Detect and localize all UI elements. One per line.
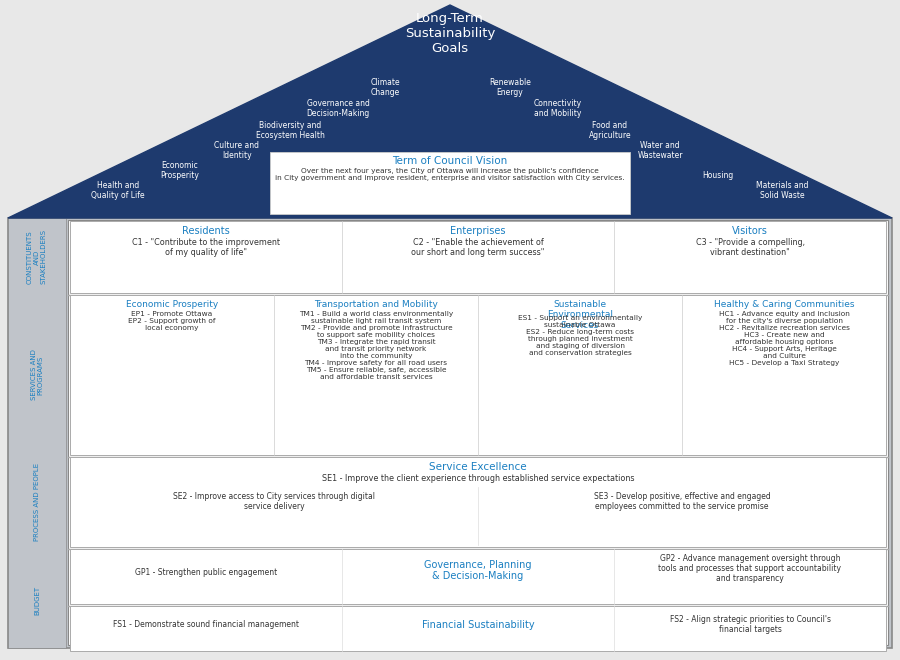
Text: Long-Term
Sustainability
Goals: Long-Term Sustainability Goals: [405, 12, 495, 55]
Text: CONSTITUENTS
AND
STAKEHOLDERS: CONSTITUENTS AND STAKEHOLDERS: [27, 230, 47, 284]
Text: Climate
Change: Climate Change: [370, 78, 400, 97]
Text: Healthy & Caring Communities: Healthy & Caring Communities: [714, 300, 854, 309]
Text: GP1 - Strengthen public engagement: GP1 - Strengthen public engagement: [135, 568, 277, 577]
Text: Culture and
Identity: Culture and Identity: [214, 141, 259, 160]
Text: Biodiversity and
Ecosystem Health: Biodiversity and Ecosystem Health: [256, 121, 324, 140]
Polygon shape: [8, 5, 892, 218]
Text: Enterprises: Enterprises: [450, 226, 506, 236]
FancyBboxPatch shape: [70, 606, 886, 651]
Text: Health and
Quality of Life: Health and Quality of Life: [91, 181, 145, 200]
FancyBboxPatch shape: [8, 218, 66, 648]
Text: Governance, Planning
& Decision-Making: Governance, Planning & Decision-Making: [424, 560, 532, 581]
Text: Housing: Housing: [702, 171, 733, 180]
Text: SERVICES AND
PROGRAMS: SERVICES AND PROGRAMS: [31, 350, 43, 401]
Text: Residents: Residents: [182, 226, 230, 236]
Text: TM1 - Build a world class environmentally
sustainable light rail transit system
: TM1 - Build a world class environmentall…: [299, 311, 453, 380]
Text: Term of Council Vision: Term of Council Vision: [392, 156, 508, 166]
FancyBboxPatch shape: [70, 221, 886, 293]
Text: GP2 - Advance management oversight through
tools and processes that support acco: GP2 - Advance management oversight throu…: [659, 554, 842, 583]
Text: Water and
Wastewater: Water and Wastewater: [637, 141, 683, 160]
Text: C1 - "Contribute to the improvement
of my quality of life": C1 - "Contribute to the improvement of m…: [132, 238, 280, 257]
Text: Economic
Prosperity: Economic Prosperity: [160, 160, 200, 180]
Text: Governance and
Decision-Making: Governance and Decision-Making: [306, 98, 370, 118]
Text: C3 - "Provide a compelling,
vibrant destination": C3 - "Provide a compelling, vibrant dest…: [696, 238, 805, 257]
Text: SE1 - Improve the client experience through established service expectations: SE1 - Improve the client experience thro…: [322, 474, 634, 483]
Text: Visitors: Visitors: [732, 226, 768, 236]
Text: Economic Prosperity: Economic Prosperity: [126, 300, 218, 309]
Text: FS2 - Align strategic priorities to Council's
financial targets: FS2 - Align strategic priorities to Coun…: [670, 615, 831, 634]
Text: BUDGET: BUDGET: [34, 585, 40, 614]
Text: Connectivity
and Mobility: Connectivity and Mobility: [534, 98, 582, 118]
FancyBboxPatch shape: [8, 218, 892, 648]
Text: Sustainable
Environmental
Services: Sustainable Environmental Services: [547, 300, 613, 330]
Text: PROCESS AND PEOPLE: PROCESS AND PEOPLE: [34, 463, 40, 541]
Text: Renewable
Energy: Renewable Energy: [489, 78, 531, 97]
Text: EP1 - Promote Ottawa
EP2 - Support growth of
local economy: EP1 - Promote Ottawa EP2 - Support growt…: [128, 311, 216, 331]
Text: Transportation and Mobility: Transportation and Mobility: [314, 300, 438, 309]
FancyBboxPatch shape: [270, 152, 630, 214]
Text: HC1 - Advance equity and inclusion
for the city's diverse population
HC2 - Revit: HC1 - Advance equity and inclusion for t…: [718, 311, 850, 366]
Text: Materials and
Solid Waste: Materials and Solid Waste: [756, 181, 808, 200]
FancyBboxPatch shape: [70, 549, 886, 604]
Text: C2 - "Enable the achievement of
our short and long term success": C2 - "Enable the achievement of our shor…: [411, 238, 544, 257]
Text: SE3 - Develop positive, effective and engaged
employees committed to the service: SE3 - Develop positive, effective and en…: [594, 492, 770, 512]
FancyBboxPatch shape: [70, 457, 886, 547]
FancyBboxPatch shape: [68, 220, 888, 645]
Text: FS1 - Demonstrate sound financial management: FS1 - Demonstrate sound financial manage…: [113, 620, 299, 629]
Text: SE2 - Improve access to City services through digital
service delivery: SE2 - Improve access to City services th…: [173, 492, 375, 512]
Text: Over the next four years, the City of Ottawa will increase the public's confiden: Over the next four years, the City of Ot…: [275, 168, 625, 181]
Text: Financial Sustainability: Financial Sustainability: [422, 620, 535, 630]
Text: ES1 - Support an environmentally
sustainable Ottawa
ES2 - Reduce long-term costs: ES1 - Support an environmentally sustain…: [518, 315, 643, 356]
Text: Food and
Agriculture: Food and Agriculture: [589, 121, 631, 140]
FancyBboxPatch shape: [70, 295, 886, 455]
Text: Service Excellence: Service Excellence: [429, 462, 526, 472]
